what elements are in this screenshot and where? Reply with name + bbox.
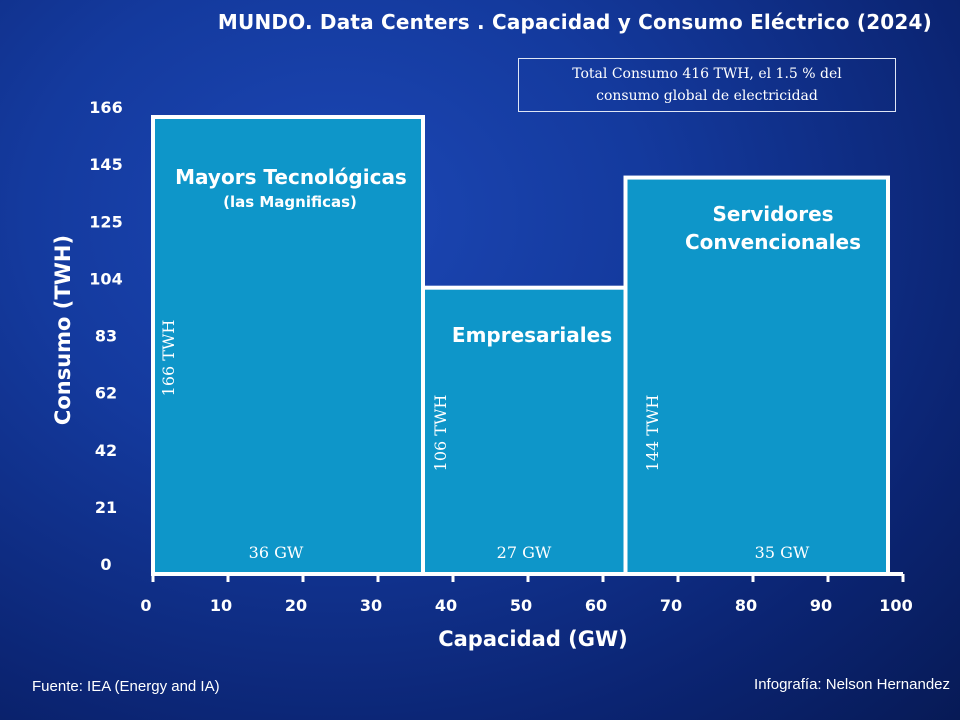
x-tick-label: 20 [285,596,307,615]
y-tick-label: 21 [95,498,117,517]
consumption-label: 144 TWH [643,395,662,472]
x-tick-label: 60 [585,596,607,615]
bar-2 [421,285,628,576]
x-tick-label: 70 [660,596,682,615]
note-line-1: Total Consumo 416 TWH, el 1.5 % del [572,66,842,82]
y-axis-title: Consumo (TWH) [51,235,75,425]
x-axis-title: Capacidad (GW) [438,627,628,651]
y-tick-label: 104 [89,269,122,288]
x-tick-label: 100 [879,596,912,615]
capacity-label: 27 GW [497,543,552,562]
source-note: Fuente: IEA (Energy and IA) [32,678,220,695]
y-tick-label: 0 [100,555,111,574]
consumption-label: 166 TWH [159,320,178,397]
y-tick-label: 166 [89,98,122,117]
note-line-2: consumo global de electricidad [596,88,818,104]
x-tick-label: 0 [140,596,151,615]
total-consumption-note: Total Consumo 416 TWH, el 1.5 % del cons… [518,58,896,112]
segment-title: Servidores Convencionales [685,202,861,254]
consumption-label: 106 TWH [431,395,450,472]
x-tick-label: 80 [735,596,757,615]
segment-subtitle: (las Magnificas) [223,193,357,211]
y-tick-label: 62 [95,384,117,403]
y-tick-label: 125 [89,212,122,231]
y-tick-label: 83 [95,327,117,346]
chart-title: MUNDO. Data Centers . Capacidad y Consum… [217,10,932,34]
x-tick-label: 40 [435,596,457,615]
segment-title: Empresariales [452,323,612,347]
y-tick-label: 42 [95,441,117,460]
capacity-label: 36 GW [249,543,304,562]
segment-title: Mayors Tecnológicas [175,165,407,189]
x-tick-label: 90 [810,596,832,615]
capacity-label: 35 GW [755,543,810,562]
x-tick-label: 50 [510,596,532,615]
x-tick-label: 30 [360,596,382,615]
credit-note: Infografía: Nelson Hernandez [754,676,950,693]
y-tick-label: 145 [89,155,122,174]
x-tick-label: 10 [210,596,232,615]
bar-3 [623,175,890,577]
